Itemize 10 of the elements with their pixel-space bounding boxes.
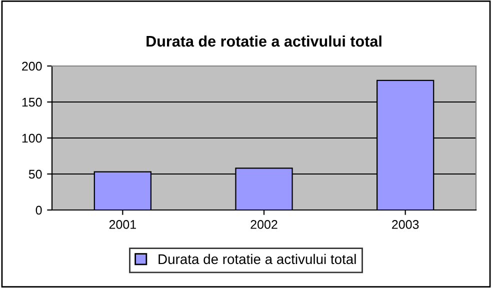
legend-label: Durata de rotatie a activului total <box>158 254 356 264</box>
x-tick-label: 2002 <box>250 220 278 229</box>
x-tick-label: 2003 <box>392 220 419 229</box>
y-tick-label: 0 <box>36 206 42 215</box>
y-tick-label: 100 <box>22 134 42 143</box>
y-tick-label: 150 <box>22 98 42 107</box>
x-tick-label: 2001 <box>109 220 136 229</box>
chart-title: Durata de rotatie a activului total <box>146 35 382 47</box>
y-tick-label: 50 <box>28 170 42 179</box>
y-tick-label: 200 <box>22 62 42 71</box>
